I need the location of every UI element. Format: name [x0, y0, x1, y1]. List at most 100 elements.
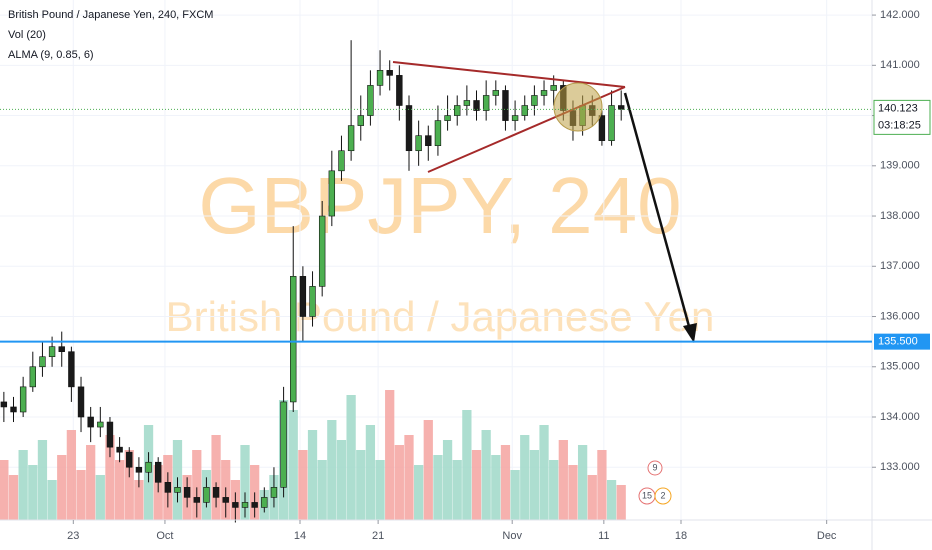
- volume-bar: [298, 450, 308, 520]
- indicator: ALMA (9, 0.85, 6): [8, 49, 94, 61]
- volume-bar: [95, 475, 105, 520]
- x-tick-label: 18: [675, 530, 687, 542]
- indicator: Vol (20): [8, 29, 46, 41]
- candle-body: [106, 421, 114, 448]
- candle-body: [0, 401, 8, 408]
- arrow-head: [683, 323, 697, 343]
- candle-body: [396, 75, 403, 106]
- volume-bar: [568, 465, 578, 520]
- candle-body: [521, 105, 528, 116]
- candle-body: [347, 125, 355, 152]
- candle-body: [232, 502, 239, 508]
- candle-body: [463, 100, 471, 106]
- volume-bar: [105, 435, 115, 520]
- y-tick-label: 139.000: [880, 160, 920, 172]
- volume-bar: [8, 475, 19, 520]
- volume-bar: [510, 470, 520, 520]
- candle-body: [280, 401, 287, 488]
- volume-bar: [76, 470, 86, 520]
- volume-bar: [520, 435, 530, 520]
- volume-bar: [423, 420, 433, 520]
- volume-bar: [606, 480, 617, 520]
- event-label: 9: [652, 462, 657, 472]
- candle-body: [357, 115, 364, 126]
- candle-body: [261, 497, 268, 508]
- y-tick-label: 137.000: [880, 260, 920, 272]
- volume-bar: [481, 430, 491, 520]
- candle-body: [39, 356, 46, 368]
- volume-bar: [356, 450, 366, 520]
- candle-body: [540, 90, 548, 96]
- volume-bar: [336, 440, 347, 520]
- volume-bar: [558, 440, 568, 520]
- candle-body: [222, 497, 229, 503]
- x-tick-label: 23: [67, 530, 79, 542]
- highlight-circle: [553, 82, 603, 132]
- candle-body: [270, 487, 278, 498]
- volume-bar: [365, 425, 376, 520]
- candle-body: [502, 90, 509, 121]
- candle-body: [68, 351, 75, 388]
- candle-body: [58, 346, 65, 352]
- volume-bar: [404, 435, 414, 520]
- candle-body: [135, 466, 143, 473]
- event-label: 2: [660, 490, 665, 500]
- volume-bar: [385, 390, 395, 520]
- candle-body: [618, 105, 625, 110]
- candle-body: [473, 100, 480, 111]
- candle-body: [241, 502, 249, 508]
- volume-bar: [577, 445, 588, 520]
- volume-bar: [37, 440, 48, 520]
- candle-body: [212, 487, 220, 498]
- x-tick-label: 14: [294, 530, 306, 542]
- volume-bar: [539, 425, 549, 520]
- countdown: 03:18:25: [878, 119, 921, 131]
- candle-body: [87, 416, 94, 428]
- volume-bar: [240, 445, 250, 520]
- volume-bar: [153, 465, 163, 520]
- candle-body: [251, 502, 258, 508]
- event-label: 15: [642, 490, 652, 500]
- candle-body: [454, 105, 461, 116]
- candle-body: [415, 135, 422, 152]
- volume-bar: [587, 475, 597, 520]
- volume-bar: [307, 430, 318, 520]
- volume-bar: [66, 430, 77, 520]
- event-marker[interactable]: [654, 487, 672, 505]
- volume-bar: [462, 410, 472, 520]
- candle-body: [77, 386, 85, 418]
- volume-bar: [47, 480, 57, 520]
- candle-body: [309, 286, 316, 317]
- y-tick-label: 135.000: [880, 361, 920, 373]
- candle-body: [531, 95, 538, 106]
- candle-body: [116, 446, 123, 453]
- level-label-bg: [874, 333, 930, 350]
- candle-body: [48, 346, 56, 358]
- level-label: 135.500: [878, 336, 918, 348]
- candle-body: [203, 487, 210, 503]
- candle-body: [386, 70, 393, 76]
- candle-body: [155, 461, 162, 483]
- y-tick-label: 134.000: [880, 411, 920, 423]
- candle-body: [97, 421, 104, 428]
- candle-body: [299, 276, 307, 317]
- candle-body: [19, 386, 27, 413]
- volume-bar: [549, 460, 559, 520]
- volume-bar: [491, 455, 501, 520]
- x-tick-label: 21: [372, 530, 384, 542]
- watermark: GBPJPY, 240: [198, 161, 681, 250]
- volume-bar: [18, 450, 28, 520]
- volume-bar: [346, 395, 356, 520]
- candle-body: [376, 70, 384, 86]
- candle-body: [318, 215, 326, 287]
- y-tick-label: 141.000: [880, 59, 920, 71]
- candle-body: [338, 150, 345, 172]
- event-marker[interactable]: [647, 460, 663, 476]
- candle-body: [482, 95, 490, 111]
- x-tick-label: Oct: [156, 530, 173, 542]
- volume-bar: [414, 465, 424, 520]
- y-tick-label: 133.000: [880, 461, 920, 473]
- x-tick-label: Nov: [502, 530, 522, 542]
- volume-bar: [192, 450, 202, 520]
